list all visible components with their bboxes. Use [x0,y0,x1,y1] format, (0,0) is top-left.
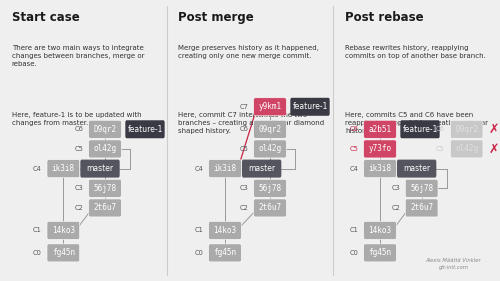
Text: There are two main ways to integrate
changes between branches, merge or
rebase.: There are two main ways to integrate cha… [12,45,144,67]
Text: Here, commits C5 and C6 have been
reapplied on top of C4 – creating a linear
his: Here, commits C5 and C6 have been reappl… [345,112,488,134]
Text: Here, feature-1 is to be updated with
changes from master.: Here, feature-1 is to be updated with ch… [12,112,141,126]
FancyBboxPatch shape [450,140,483,158]
FancyBboxPatch shape [254,140,286,158]
FancyBboxPatch shape [88,199,122,217]
Text: C4: C4 [194,166,203,172]
FancyBboxPatch shape [400,120,440,138]
FancyBboxPatch shape [208,160,242,178]
FancyBboxPatch shape [364,160,396,178]
Text: C4: C4 [350,166,358,172]
Text: C7: C7 [240,104,248,110]
Text: Alexis Määttä Vinkler
git-init.com: Alexis Määttä Vinkler git-init.com [426,258,481,270]
Text: feature-1: feature-1 [292,102,328,111]
Text: D9qr2: D9qr2 [94,125,116,134]
Text: C6: C6 [436,126,445,132]
FancyBboxPatch shape [208,221,242,239]
Text: Post merge: Post merge [178,11,254,24]
Text: ik3i8: ik3i8 [214,164,236,173]
Text: master: master [248,164,275,173]
FancyBboxPatch shape [397,160,436,178]
Text: master: master [86,164,114,173]
Text: ol42g: ol42g [258,144,281,153]
FancyBboxPatch shape [47,221,80,239]
FancyBboxPatch shape [364,140,396,158]
Text: 09qr2: 09qr2 [258,125,281,134]
Text: y73fo: y73fo [368,144,392,153]
FancyBboxPatch shape [254,120,286,138]
FancyBboxPatch shape [406,199,438,217]
Text: ✗: ✗ [488,123,498,136]
Text: fg45n: fg45n [214,248,236,257]
Text: ik3i8: ik3i8 [368,164,392,173]
FancyBboxPatch shape [254,98,286,116]
Text: Merge preserves history as it happened,
creating only one new merge commit.: Merge preserves history as it happened, … [178,45,319,59]
Text: ✗: ✗ [488,142,498,155]
Text: C1: C1 [33,227,42,234]
FancyBboxPatch shape [80,160,120,178]
Text: a2b51: a2b51 [368,125,392,134]
Text: feature-1: feature-1 [402,125,438,134]
Text: 14ko3: 14ko3 [214,226,236,235]
Text: 2t6u7: 2t6u7 [258,203,281,212]
Text: C3: C3 [74,185,84,191]
Text: 56j78: 56j78 [258,184,281,193]
FancyBboxPatch shape [47,160,80,178]
Text: C1: C1 [194,227,203,234]
FancyBboxPatch shape [364,244,396,262]
Text: C2: C2 [391,205,400,211]
Text: 2t6u7: 2t6u7 [410,203,433,212]
Text: C0: C0 [33,250,42,256]
Text: ik3i8: ik3i8 [52,164,75,173]
Text: 14ko3: 14ko3 [368,226,392,235]
FancyBboxPatch shape [126,120,164,138]
Text: D9qr2: D9qr2 [455,125,478,134]
Text: C6: C6 [74,126,84,132]
Text: C5: C5 [436,146,445,152]
FancyBboxPatch shape [254,179,286,197]
Text: C3: C3 [240,185,248,191]
Text: Rebase rewrites history, reapplying
commits on top of another base branch.: Rebase rewrites history, reapplying comm… [345,45,486,59]
Text: C5: C5 [74,146,84,152]
Text: C2: C2 [240,205,248,211]
FancyBboxPatch shape [47,244,80,262]
Text: C5: C5 [350,146,358,152]
FancyBboxPatch shape [88,179,122,197]
Text: Here, commit C7 intertwines the two
branches – creating a non-linear diamond
sha: Here, commit C7 intertwines the two bran… [178,112,324,134]
Text: 56j78: 56j78 [94,184,116,193]
Text: C3: C3 [391,185,400,191]
Text: Start case: Start case [12,11,80,24]
Text: ol42g: ol42g [94,144,116,153]
FancyBboxPatch shape [208,244,242,262]
FancyBboxPatch shape [88,140,122,158]
Text: C0: C0 [350,250,358,256]
FancyBboxPatch shape [88,120,122,138]
Text: C6: C6 [350,126,358,132]
Text: 14ko3: 14ko3 [52,226,75,235]
FancyBboxPatch shape [242,160,282,178]
Text: fg45n: fg45n [52,248,75,257]
Text: 2t6u7: 2t6u7 [94,203,116,212]
FancyBboxPatch shape [364,221,396,239]
Text: ol42g: ol42g [455,144,478,153]
Text: master: master [403,164,430,173]
FancyBboxPatch shape [254,199,286,217]
Text: C5: C5 [240,146,248,152]
Text: Post rebase: Post rebase [345,11,424,24]
FancyBboxPatch shape [364,120,396,138]
Text: fg45n: fg45n [368,248,392,257]
Text: C1: C1 [350,227,358,234]
Text: C2: C2 [74,205,84,211]
Text: y9km1: y9km1 [258,102,281,111]
FancyBboxPatch shape [290,98,330,116]
Text: C0: C0 [194,250,203,256]
FancyBboxPatch shape [450,120,483,138]
Text: C6: C6 [240,126,248,132]
Text: feature-1: feature-1 [128,125,162,134]
Text: C4: C4 [33,166,42,172]
FancyBboxPatch shape [406,179,438,197]
Text: 56j78: 56j78 [410,184,433,193]
